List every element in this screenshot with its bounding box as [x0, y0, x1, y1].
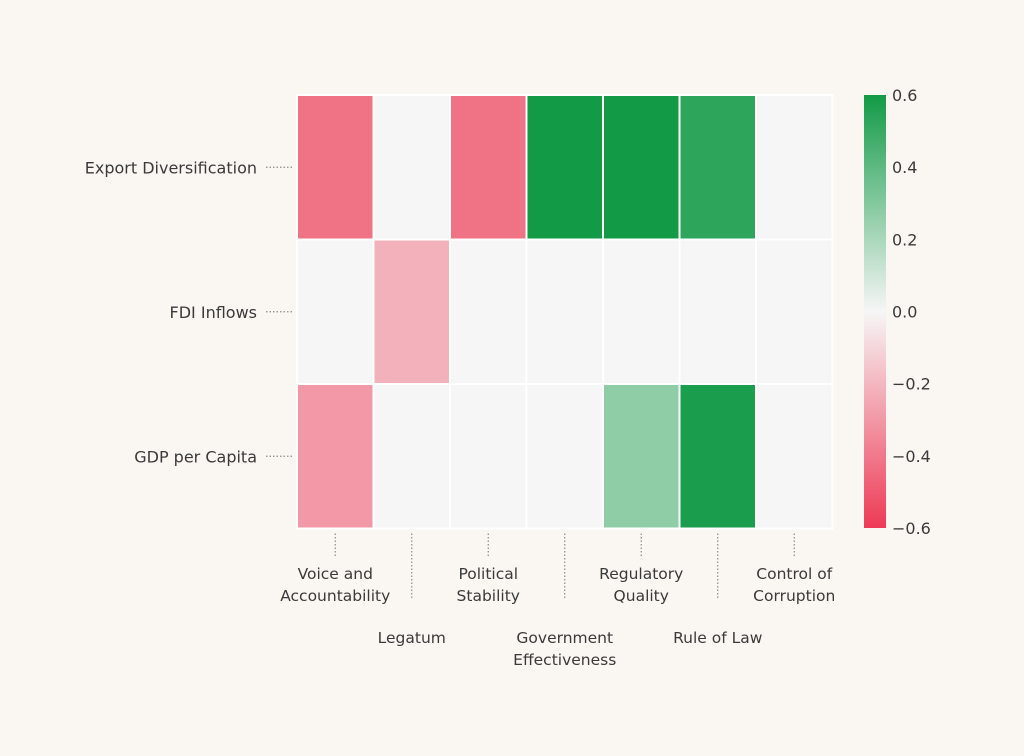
heatmap-cells: [296, 94, 834, 530]
column-label-line: Stability: [457, 587, 520, 605]
heatmap-cell: [678, 383, 757, 530]
heatmap-cell: [602, 383, 681, 530]
colorbar-gradient: [864, 95, 886, 528]
column-label-line: Legatum: [378, 629, 446, 647]
heatmap-cell: [602, 238, 681, 385]
heatmap-cell: [678, 94, 757, 241]
heatmap-cell: [372, 383, 451, 530]
heatmap-cell: [525, 383, 604, 530]
column-label: Rule of Law: [673, 629, 763, 647]
heatmap-cell: [602, 94, 681, 241]
colorbar-tick-label: 0.4: [892, 158, 917, 177]
colorbar-tick-label: 0.0: [892, 303, 917, 322]
colorbar: 0.6 0.4 0.2 0.0 −0.2 −0.4 −0.6: [864, 86, 931, 538]
column-label-line: Regulatory: [599, 565, 683, 583]
heatmap-cell: [755, 238, 834, 385]
column-label-line: Accountability: [280, 587, 390, 605]
heatmap-cell: [755, 383, 834, 530]
heatmap-cell: [296, 383, 375, 530]
colorbar-tick-label: −0.4: [892, 447, 931, 466]
column-label: Control of Corruption: [753, 565, 835, 605]
row-label: Export Diversification: [85, 158, 257, 177]
heatmap-cell: [296, 94, 375, 241]
colorbar-tick-label: 0.2: [892, 230, 917, 249]
column-label-line: Corruption: [753, 587, 835, 605]
column-label: Government Effectiveness: [513, 629, 616, 669]
colorbar-tick-label: 0.6: [892, 86, 917, 105]
column-labels: Voice and Accountability Legatum Political S…: [280, 533, 835, 669]
row-label: FDI Inflows: [170, 303, 257, 322]
column-label: Voice and Accountability: [280, 565, 390, 605]
heatmap-cell: [449, 238, 528, 385]
heatmap-cell: [449, 94, 528, 241]
row-labels: Export Diversification FDI Inflows GDP per…: [85, 158, 293, 466]
heatmap-cell: [678, 238, 757, 385]
column-label: Legatum: [378, 629, 446, 647]
column-label-line: Control of: [756, 565, 832, 583]
heatmap-cell: [296, 238, 375, 385]
column-label-line: Rule of Law: [673, 629, 763, 647]
colorbar-tick-label: −0.2: [892, 375, 931, 394]
heatmap-cell: [755, 94, 834, 241]
colorbar-tick-label: −0.6: [892, 519, 931, 538]
column-label: Regulatory Quality: [599, 565, 683, 605]
heatmap-cell: [372, 238, 451, 385]
heatmap-cell: [525, 94, 604, 241]
column-label-line: Effectiveness: [513, 651, 616, 669]
heatmap-cell: [525, 238, 604, 385]
heatmap-cell: [449, 383, 528, 530]
column-label-line: Political: [458, 565, 518, 583]
row-label: GDP per Capita: [134, 447, 257, 466]
column-label-line: Voice and: [298, 565, 373, 583]
column-label-line: Quality: [614, 587, 669, 605]
heatmap-cell: [372, 94, 451, 241]
column-label: Political Stability: [457, 565, 520, 605]
column-label-line: Government: [516, 629, 613, 647]
